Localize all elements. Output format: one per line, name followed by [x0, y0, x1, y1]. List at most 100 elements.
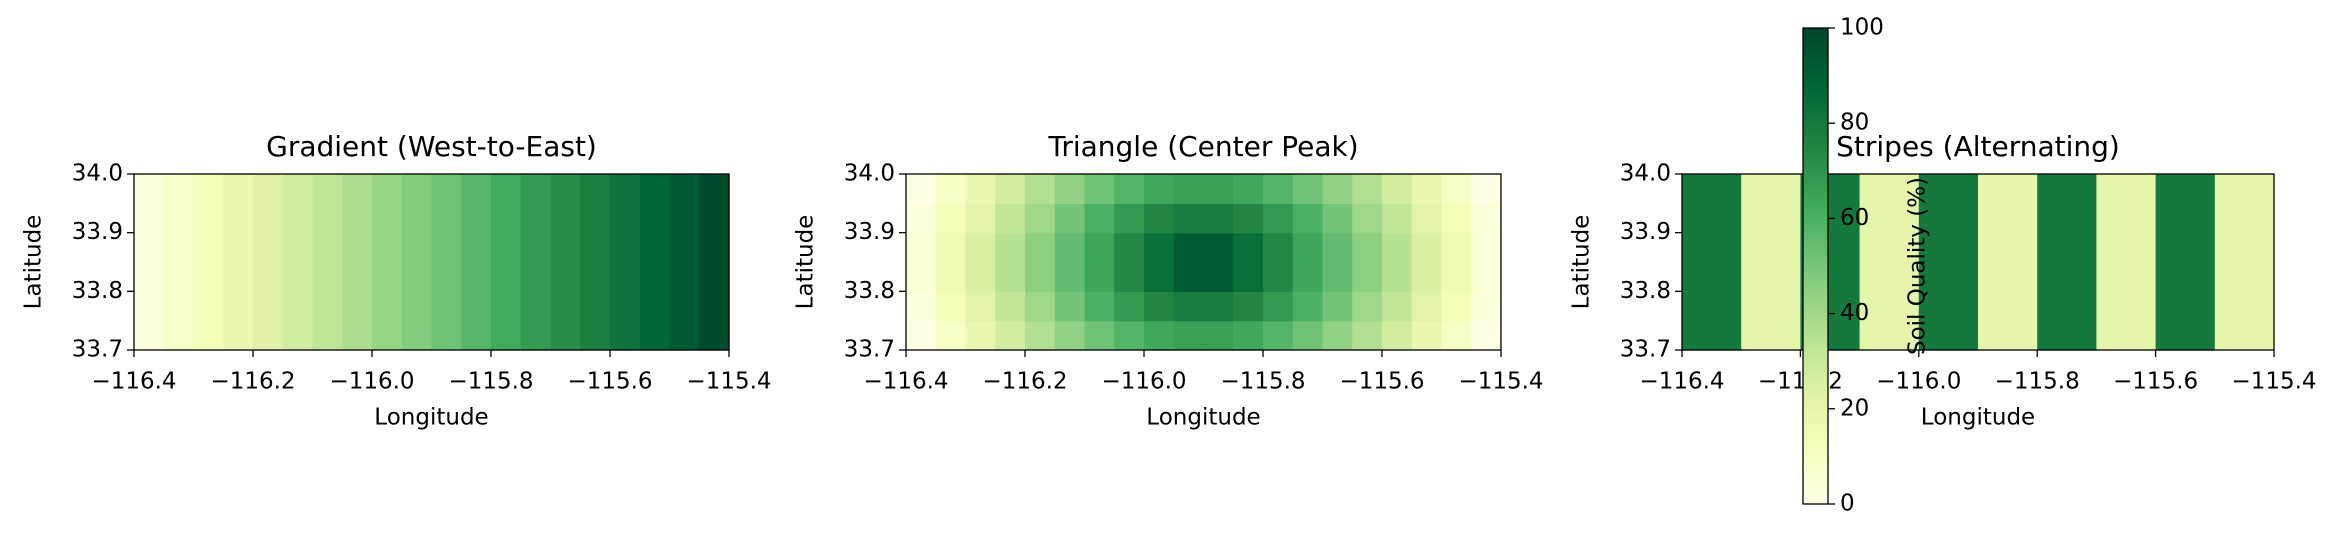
heatmap-cell [2037, 174, 2097, 351]
heatmap-cell [1471, 174, 1502, 204]
heatmap-cell [1144, 291, 1175, 322]
heatmap-cell [312, 174, 343, 351]
heatmap-cell [1292, 262, 1324, 292]
heatmap-cell [1322, 232, 1353, 263]
heatmap-cell [1411, 291, 1443, 322]
y-tick-label: 33.8 [72, 278, 123, 304]
heatmap-cell [1411, 320, 1443, 351]
heatmap-cell [1203, 320, 1234, 351]
y-axis-label: Latitude [793, 215, 819, 310]
heatmap-cell [965, 232, 996, 263]
heatmap-cell [965, 291, 996, 322]
heatmap-cell [965, 203, 996, 234]
heatmap-cell [935, 232, 967, 263]
heatmap-cell [1263, 232, 1294, 263]
heatmap-cell [995, 320, 1026, 351]
heatmap-cell [1084, 320, 1115, 351]
colorbar-tick-label: 100 [1840, 15, 1884, 41]
heatmap-cell [1471, 320, 1502, 351]
heatmap-cell [1322, 320, 1353, 351]
heatmap-cell [935, 174, 967, 204]
heatmap-cell [935, 262, 967, 292]
heatmap-cell [906, 291, 937, 322]
heatmap-cell [1144, 174, 1175, 204]
heatmap-cell [965, 174, 996, 204]
heatmap-cell [1054, 320, 1086, 351]
x-axis-label: Longitude [1146, 405, 1260, 431]
axes-frame [905, 173, 1502, 351]
heatmap-cell [342, 174, 373, 351]
heatmap-cell [1233, 232, 1264, 263]
heatmap-cell [372, 174, 403, 351]
heatmap-cell [1025, 174, 1056, 204]
heatmap-cell [580, 174, 611, 351]
heatmap-cell [1322, 174, 1353, 204]
heatmap-cell [639, 174, 671, 351]
heatmap-cell [1411, 174, 1443, 204]
y-tick-label: 33.9 [72, 219, 123, 245]
heatmap-cell [1233, 203, 1264, 234]
heatmap-cell [1859, 174, 1920, 351]
heatmap-cell [1352, 262, 1383, 292]
heatmap-cell [1441, 203, 1472, 234]
y-tick-label: 34.0 [844, 161, 895, 187]
heatmap-cell [223, 174, 254, 351]
heatmap-cell [1025, 291, 1056, 322]
x-tick-label: −115.8 [1995, 369, 2080, 395]
heatmap-cell [1471, 232, 1502, 263]
heatmap-cell [1173, 291, 1205, 322]
axes-title: Stripes (Alternating) [1836, 130, 2120, 163]
heatmap-cell [906, 174, 937, 204]
heatmap-cell [1322, 262, 1353, 292]
heatmap-cell [1233, 320, 1264, 351]
heatmap-cell [1978, 174, 2038, 351]
heatmap-cell [906, 262, 937, 292]
x-tick-label: −116.0 [1101, 369, 1186, 395]
heatmap-cell [1382, 262, 1413, 292]
x-tick-label: −115.4 [1458, 369, 1543, 395]
colorbar [1802, 27, 1829, 505]
y-axis-label: Latitude [21, 215, 47, 310]
heatmap-cell [995, 203, 1026, 234]
heatmap-cell [1471, 291, 1502, 322]
heatmap-cell [1203, 174, 1234, 204]
heatmap-cell [1114, 203, 1145, 234]
y-tick-label: 33.7 [1620, 337, 1671, 363]
heatmap-cell [1382, 203, 1413, 234]
heatmap-cell [1352, 174, 1383, 204]
heatmap-cell [491, 174, 522, 351]
heatmap-cell [1054, 291, 1086, 322]
heatmap-cell [935, 203, 967, 234]
x-tick-label: −116.4 [863, 369, 948, 395]
heatmap-cell [1203, 232, 1234, 263]
heatmap-cell [1025, 203, 1056, 234]
x-axis-label: Longitude [374, 405, 488, 431]
heatmap-cell [699, 174, 730, 351]
heatmap-cell [1263, 291, 1294, 322]
heatmap-cell [550, 174, 581, 351]
x-tick-label: −116.0 [329, 369, 414, 395]
heatmap-cell [1054, 232, 1086, 263]
heatmap-cell [1144, 320, 1175, 351]
heatmap-cell [520, 174, 552, 351]
x-tick-label: −115.6 [2113, 369, 2198, 395]
heatmap-cell [1025, 232, 1056, 263]
heatmap-cell [1054, 174, 1086, 204]
heatmap-cell [965, 262, 996, 292]
heatmap-cell [1263, 174, 1294, 204]
colorbar-tick-label: 60 [1840, 205, 1869, 231]
heatmap-cell [1233, 262, 1264, 292]
colorbar-tick-label: 0 [1840, 491, 1855, 517]
heatmap-cell [2214, 174, 2275, 351]
heatmap-cell [906, 232, 937, 263]
colorbar-tick-label: 20 [1840, 395, 1869, 421]
heatmap-cell [995, 174, 1026, 204]
heatmap-cell [1114, 174, 1145, 204]
heatmap-cell [2096, 174, 2157, 351]
x-tick-label: −115.8 [1220, 369, 1305, 395]
heatmap-cell [1441, 320, 1472, 351]
y-tick-label: 33.8 [1620, 278, 1671, 304]
heatmap-cell [1382, 291, 1413, 322]
heatmap-cell [995, 262, 1026, 292]
